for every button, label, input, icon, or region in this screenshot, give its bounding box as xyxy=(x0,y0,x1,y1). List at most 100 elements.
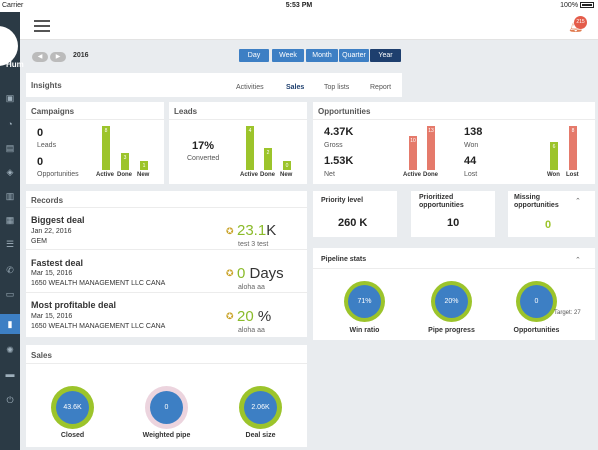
opportunities-title: Opportunities xyxy=(318,107,371,116)
leads-done-label: Done xyxy=(260,172,275,178)
campaign-new-label: New xyxy=(137,172,150,178)
power-icon[interactable]: ⏻ xyxy=(6,395,14,405)
leads-new-value: 0 xyxy=(285,163,289,169)
period-day-button[interactable]: Day xyxy=(239,49,269,62)
campaign-new-bar: 1 xyxy=(140,161,148,170)
tab-top-lists[interactable]: Top lists xyxy=(324,84,350,91)
record-company: 1650 WEALTH MANAGEMENT LLC CANA xyxy=(31,323,166,330)
priority-level-label: Priority level xyxy=(321,197,364,204)
opportunities-ring-label: Opportunities xyxy=(513,327,560,334)
weighted-pipe-label: Weighted pipe xyxy=(142,432,191,439)
battery-indicator: 100% xyxy=(560,2,594,9)
previous-period-button[interactable]: ◀ xyxy=(32,52,48,62)
record-title: Fastest deal xyxy=(31,258,84,268)
leads-converted-label: Converted xyxy=(187,155,220,162)
campaign-done-bar: 3 xyxy=(121,153,129,170)
campaign-active-value: 8 xyxy=(104,128,108,134)
record-company: 1650 WEALTH MANAGEMENT LLC CANA xyxy=(31,280,166,287)
leads-title: Leads xyxy=(174,107,198,116)
leads-new-bar: 0 xyxy=(283,161,291,170)
reports-icon[interactable]: ▮ xyxy=(0,314,20,334)
period-month-button[interactable]: Month xyxy=(306,49,338,62)
record-title: Biggest deal xyxy=(31,215,85,225)
closed-label: Closed xyxy=(60,432,85,439)
opportunities-won-bar-value: 6 xyxy=(552,144,556,150)
leads-card: Leads 17% Converted 4 2 0 Active Done Ne… xyxy=(169,102,307,184)
opportunities-ring-value: 0 xyxy=(520,285,553,318)
leads-done-bar: 2 xyxy=(264,148,272,170)
chevron-up-icon[interactable]: ⌃ xyxy=(575,257,581,264)
opportunities-won-value: 138 xyxy=(464,126,483,138)
tab-sales[interactable]: Sales xyxy=(286,84,305,91)
sales-title: Sales xyxy=(31,351,52,360)
campaign-leads-label: Leads xyxy=(37,142,57,149)
record-owner: test 3 test xyxy=(238,241,269,248)
record-value-unit: Days xyxy=(245,265,284,282)
record-value: 23.1K xyxy=(237,222,276,239)
record-value-number: 0 xyxy=(237,265,246,282)
calendar-icon[interactable]: ▦ xyxy=(5,215,15,225)
weighted-pipe-value: 0 xyxy=(150,391,183,424)
gear-icon[interactable]: ✺ xyxy=(6,345,14,355)
insights-bar: Insights xyxy=(26,73,402,97)
opportunities-won-bar-label: Won xyxy=(547,172,560,178)
opportunities-gross-value: 4.37K xyxy=(324,126,354,138)
building-icon[interactable]: ▥ xyxy=(5,191,15,201)
opportunities-won-label: Won xyxy=(464,142,479,149)
record-owner: aloha aa xyxy=(238,284,265,291)
bell-nav-icon[interactable]: ◔ xyxy=(7,119,13,129)
opportunities-lost-bar-value: 8 xyxy=(571,128,575,134)
opportunities-lost-bar-label: Lost xyxy=(566,172,579,178)
menu-icon[interactable] xyxy=(34,20,50,32)
priority-level-card: Priority level 260 K xyxy=(313,191,397,237)
target-label: Target: 27 xyxy=(554,310,581,316)
pipe-progress-label: Pipe progress xyxy=(428,327,475,334)
phone-icon[interactable]: ✆ xyxy=(6,265,14,275)
prioritized-opportunities-label: Prioritized opportunities xyxy=(419,194,464,209)
medal-icon[interactable]: ◈ xyxy=(6,167,14,177)
folder-icon[interactable]: ▭ xyxy=(5,289,15,299)
campaigns-title: Campaigns xyxy=(31,107,75,116)
sidebar: Hum ▣ ◔ ▤ ◈ ▥ ▦ ☰ ✆ ▭ ▮ ✺ ▬ ⏻ xyxy=(0,12,24,450)
opportunities-won-bar: 6 xyxy=(550,142,558,170)
opportunities-net-label: Net xyxy=(324,171,335,178)
campaigns-card: Campaigns 0 Leads 0 Opportunities 8 3 1 … xyxy=(26,102,164,184)
opportunities-active-bar: 10 xyxy=(409,136,417,170)
record-date: Mar 15, 2016 xyxy=(31,270,73,277)
brand-logo xyxy=(0,26,20,74)
status-bar: Carrier 5:53 PM 100% xyxy=(0,0,598,12)
leads-active-bar: 4 xyxy=(246,126,254,170)
chat-icon[interactable]: ▬ xyxy=(5,369,15,379)
record-date: Jan 22, 2016 xyxy=(31,228,72,235)
win-ratio-label: Win ratio xyxy=(349,327,380,334)
campaign-done-label: Done xyxy=(117,172,132,178)
record-value-number: 20 xyxy=(237,308,254,325)
medal-icon: ✪ xyxy=(226,268,234,278)
tab-activities[interactable]: Activities xyxy=(236,84,264,91)
period-year-button[interactable]: Year xyxy=(370,49,401,62)
inbox-icon[interactable]: ▤ xyxy=(5,143,15,153)
closed-value: 43.6K xyxy=(56,391,89,424)
period-quarter-button[interactable]: Quarter xyxy=(339,49,369,62)
tab-report[interactable]: Report xyxy=(370,84,392,91)
opportunities-active-value: 10 xyxy=(410,138,416,144)
missing-opportunities-label: Missing opportunities xyxy=(514,194,559,209)
prioritized-opportunities-value: 10 xyxy=(447,217,460,229)
record-value-number: 23.1 xyxy=(237,222,267,239)
next-period-button[interactable]: ▶ xyxy=(50,52,66,62)
missing-opportunities-card: Missing opportunities ⌃ 0 xyxy=(508,191,595,237)
record-value-unit: % xyxy=(253,308,272,325)
list-icon[interactable]: ☰ xyxy=(5,239,15,249)
notification-badge[interactable]: 215 xyxy=(574,16,587,29)
period-week-button[interactable]: Week xyxy=(272,49,304,62)
clock: 5:53 PM xyxy=(285,2,313,9)
campaign-active-bar: 8 xyxy=(102,126,110,170)
opportunities-lost-value: 44 xyxy=(464,155,477,167)
deal-size-label: Deal size xyxy=(245,432,276,439)
opportunities-done-value: 13 xyxy=(428,128,434,134)
chevron-up-icon[interactable]: ⌃ xyxy=(575,198,581,205)
leads-active-value: 4 xyxy=(248,128,252,134)
opportunities-net-value: 1.53K xyxy=(324,155,354,167)
record-owner: aloha aa xyxy=(238,327,265,334)
dashboard-icon[interactable]: ▣ xyxy=(5,93,15,103)
